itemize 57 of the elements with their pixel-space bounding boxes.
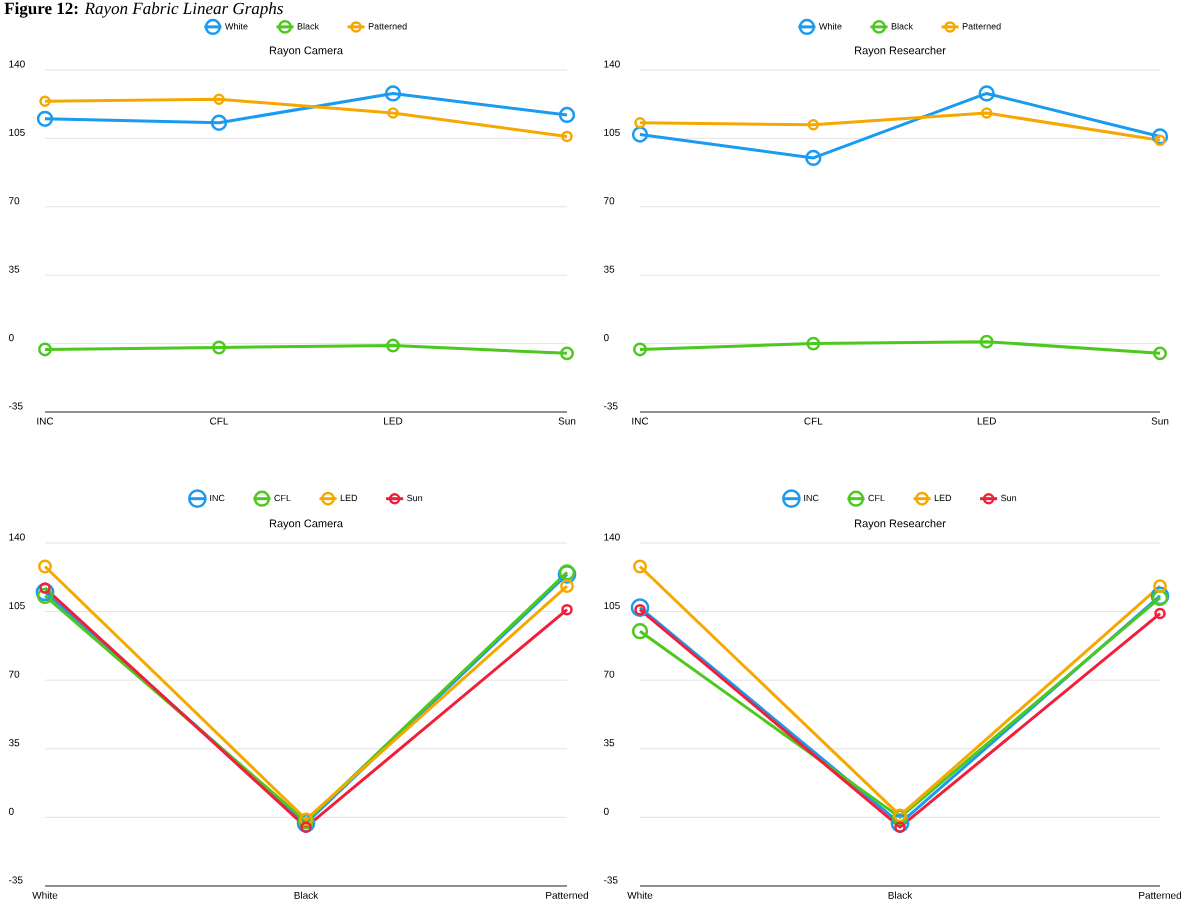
x-tick-label: Patterned	[1139, 891, 1182, 899]
legend-label: White	[819, 22, 842, 30]
y-tick-label: 35	[8, 739, 20, 747]
y-tick-label: 105	[9, 128, 25, 136]
y-tick-label: -35	[603, 876, 618, 884]
legend-label: Patterned	[962, 22, 1001, 30]
y-tick-label: 140	[9, 60, 25, 68]
x-tick-label: Black	[888, 891, 913, 899]
chart-title: Rayon Researcher	[855, 46, 946, 57]
chart-title: Rayon Camera	[269, 519, 343, 530]
x-tick-label: Sun	[558, 417, 576, 425]
y-tick-label: 105	[604, 602, 620, 610]
x-tick-label: CFL	[210, 417, 229, 425]
legend-label: INC	[210, 494, 225, 502]
y-tick-label: 0	[8, 807, 14, 815]
legend-label: Patterned	[368, 22, 407, 30]
legend-label: LED	[340, 494, 358, 502]
legend-label: Sun	[407, 494, 423, 502]
y-tick-label: 70	[604, 670, 615, 678]
legend-label: White	[224, 22, 248, 30]
legend-label: INC	[804, 494, 819, 502]
y-tick-label: 140	[604, 60, 620, 68]
y-tick-label: -35	[603, 402, 618, 410]
legend-label: Sun	[1001, 494, 1017, 502]
legend-label: Black	[297, 22, 320, 30]
legend-label: Black	[891, 22, 914, 30]
y-tick-label: 105	[604, 128, 620, 136]
x-tick-label: INC	[37, 417, 54, 425]
y-tick-label: 140	[604, 533, 620, 541]
legend-label: CFL	[274, 494, 291, 502]
chart-title: Rayon Researcher	[855, 519, 946, 530]
y-tick-label: 70	[9, 670, 20, 678]
y-tick-label: 140	[9, 533, 25, 541]
x-tick-label: Black	[294, 891, 319, 899]
legend-label: LED	[934, 494, 952, 502]
text: Figure 12: Rayon Fabric Linear Graphs	[4, 2, 283, 18]
y-tick-label: 105	[9, 602, 25, 610]
y-tick-label: 35	[8, 265, 20, 273]
y-tick-label: 70	[9, 197, 20, 205]
y-tick-label: 70	[604, 197, 615, 205]
x-tick-label: Patterned	[546, 891, 589, 899]
y-tick-label: 0	[603, 807, 609, 815]
x-tick-label: CFL	[804, 417, 823, 425]
y-tick-label: 0	[603, 334, 609, 342]
x-tick-label: White	[627, 891, 653, 899]
legend-label: CFL	[868, 494, 885, 502]
chart-title: Rayon Camera	[269, 46, 343, 57]
y-tick-label: 35	[603, 265, 615, 273]
y-tick-label: -35	[8, 876, 23, 884]
y-tick-label: 0	[8, 334, 14, 342]
x-tick-label: White	[32, 891, 58, 899]
x-tick-label: Sun	[1151, 417, 1169, 425]
x-tick-label: LED	[977, 417, 996, 425]
y-tick-label: 35	[603, 739, 615, 747]
x-tick-label: LED	[384, 417, 403, 425]
y-tick-label: -35	[8, 402, 23, 410]
x-tick-label: INC	[632, 417, 649, 425]
